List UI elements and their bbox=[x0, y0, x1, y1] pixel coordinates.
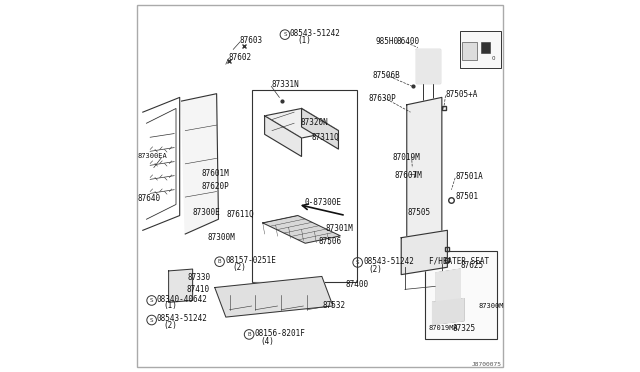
Bar bbox=[481, 42, 490, 53]
Text: S: S bbox=[283, 32, 287, 37]
Bar bbox=[441, 278, 460, 319]
Text: S: S bbox=[150, 318, 154, 323]
Text: 87601M: 87601M bbox=[201, 169, 229, 177]
Text: 86400: 86400 bbox=[396, 37, 419, 46]
Text: 87325: 87325 bbox=[453, 324, 476, 333]
Text: 87501: 87501 bbox=[455, 192, 478, 201]
Text: 87300EA: 87300EA bbox=[137, 154, 167, 160]
Text: 87640: 87640 bbox=[137, 195, 161, 203]
Text: 87400: 87400 bbox=[346, 280, 369, 289]
Polygon shape bbox=[436, 269, 460, 324]
Text: 87019MA: 87019MA bbox=[429, 325, 459, 331]
Bar bbox=[252, 90, 357, 282]
Text: J8700075: J8700075 bbox=[472, 362, 502, 367]
Text: (2): (2) bbox=[163, 321, 177, 330]
Text: 87602: 87602 bbox=[228, 53, 252, 62]
Text: 08340-40642: 08340-40642 bbox=[157, 295, 207, 304]
Text: 87410: 87410 bbox=[186, 285, 209, 294]
Text: 87330: 87330 bbox=[187, 273, 210, 282]
Text: 87301M: 87301M bbox=[326, 224, 353, 233]
Text: (4): (4) bbox=[260, 337, 274, 346]
Bar bbox=[462, 42, 477, 61]
Text: 0: 0 bbox=[492, 56, 495, 61]
Text: 87603: 87603 bbox=[240, 36, 263, 45]
Text: S: S bbox=[356, 260, 360, 265]
Text: 87505: 87505 bbox=[408, 208, 431, 217]
Polygon shape bbox=[263, 215, 340, 243]
Text: 87311Q: 87311Q bbox=[312, 133, 340, 142]
Text: 87532: 87532 bbox=[323, 301, 346, 311]
Text: (2): (2) bbox=[369, 264, 383, 273]
Text: B: B bbox=[247, 332, 251, 337]
Text: 0-87300E: 0-87300E bbox=[305, 198, 342, 207]
Text: 87506B: 87506B bbox=[372, 71, 401, 80]
Text: 87607M: 87607M bbox=[395, 171, 422, 180]
Text: 87611Q: 87611Q bbox=[227, 210, 255, 219]
Text: B: B bbox=[218, 259, 221, 264]
Text: S: S bbox=[150, 298, 154, 303]
Text: 87630P: 87630P bbox=[369, 94, 397, 103]
Polygon shape bbox=[264, 116, 301, 157]
Bar bbox=[425, 251, 497, 339]
Text: 87506: 87506 bbox=[318, 237, 341, 246]
Text: 87300M: 87300M bbox=[207, 233, 235, 242]
Text: 87501A: 87501A bbox=[455, 172, 483, 181]
Text: 985H0: 985H0 bbox=[376, 37, 399, 46]
Polygon shape bbox=[401, 230, 447, 275]
Text: 87620P: 87620P bbox=[201, 182, 229, 191]
Polygon shape bbox=[416, 49, 440, 83]
Polygon shape bbox=[182, 94, 218, 234]
Polygon shape bbox=[168, 269, 193, 302]
Text: (1): (1) bbox=[163, 301, 177, 311]
Text: 87505+A: 87505+A bbox=[445, 90, 478, 99]
Text: 87320N: 87320N bbox=[301, 118, 328, 127]
Text: (2): (2) bbox=[232, 263, 246, 272]
Text: (1): (1) bbox=[298, 36, 312, 45]
Text: 08543-51242: 08543-51242 bbox=[290, 29, 340, 38]
Polygon shape bbox=[407, 97, 442, 253]
Polygon shape bbox=[301, 109, 339, 149]
Text: F/HEATER SEAT: F/HEATER SEAT bbox=[429, 256, 489, 265]
Text: 08156-8201F: 08156-8201F bbox=[255, 329, 305, 338]
Text: 87300E: 87300E bbox=[193, 208, 220, 217]
Text: 87625: 87625 bbox=[460, 261, 483, 270]
Text: 08157-0251E: 08157-0251E bbox=[225, 256, 276, 266]
Polygon shape bbox=[215, 276, 333, 317]
Bar bbox=[460, 31, 501, 68]
Text: 87331N: 87331N bbox=[271, 80, 299, 89]
Text: 87019M: 87019M bbox=[392, 153, 420, 162]
Polygon shape bbox=[264, 109, 339, 138]
Text: 87300M: 87300M bbox=[479, 303, 504, 309]
Polygon shape bbox=[433, 299, 464, 324]
Text: 08543-51242: 08543-51242 bbox=[157, 314, 207, 323]
Text: 08543-51242: 08543-51242 bbox=[363, 257, 414, 266]
